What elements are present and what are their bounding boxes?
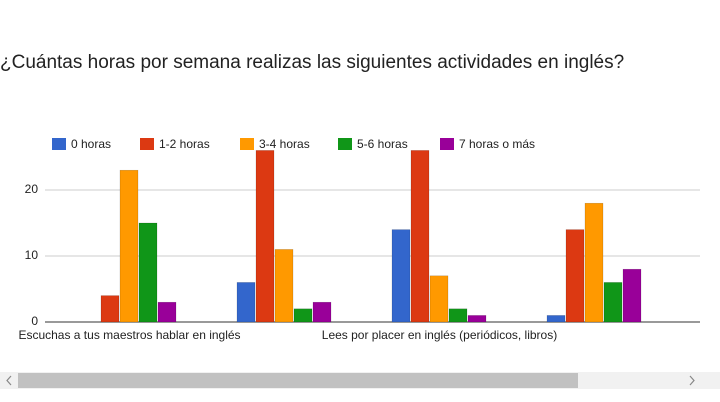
bar bbox=[391, 229, 411, 323]
legend-label: 7 horas o más bbox=[459, 137, 535, 151]
scroll-thumb[interactable] bbox=[18, 373, 578, 388]
legend-swatch bbox=[338, 138, 352, 150]
bar bbox=[293, 308, 313, 323]
bar bbox=[236, 282, 256, 323]
bar bbox=[467, 315, 487, 323]
bar bbox=[448, 308, 468, 323]
legend-swatch bbox=[52, 138, 66, 150]
bar bbox=[565, 229, 585, 323]
legend-label: 1-2 horas bbox=[159, 137, 210, 151]
bar bbox=[119, 169, 139, 323]
scroll-left[interactable] bbox=[6, 375, 12, 386]
bar bbox=[546, 315, 566, 323]
legend-swatch bbox=[240, 138, 254, 150]
y-tick-label: 10 bbox=[25, 248, 39, 262]
bar bbox=[312, 301, 332, 323]
bar bbox=[603, 282, 623, 323]
y-tick-label: 20 bbox=[25, 182, 39, 196]
legend-label: 3-4 horas bbox=[259, 137, 310, 151]
scrollbar[interactable] bbox=[0, 372, 720, 389]
bar bbox=[274, 249, 294, 323]
bar bbox=[429, 275, 449, 323]
bar bbox=[138, 222, 158, 323]
legend-swatch bbox=[440, 138, 454, 150]
question-title: ¿Cuántas horas por semana realizas las s… bbox=[0, 52, 625, 73]
bar bbox=[255, 150, 275, 323]
bar bbox=[410, 150, 430, 323]
x-tick-label: Usas videojueg bbox=[708, 328, 720, 342]
legend-label: 5-6 horas bbox=[357, 137, 408, 151]
bar bbox=[622, 268, 642, 323]
x-tick-label: Lees por placer en inglés (periódicos, l… bbox=[322, 328, 557, 342]
bar bbox=[157, 301, 177, 323]
scroll-right[interactable] bbox=[689, 375, 695, 386]
y-tick-label: 0 bbox=[31, 314, 38, 328]
bar bbox=[584, 202, 604, 323]
plot-area: 0 10 20 0 horas 1-2 horas 3-4 horas 5-6 horas 7… bbox=[18, 137, 720, 342]
x-tick-label: Escuchas a tus maestros hablar en inglés bbox=[18, 328, 240, 342]
bar bbox=[100, 295, 120, 323]
legend-label: 0 horas bbox=[71, 137, 111, 151]
legend-swatch bbox=[140, 138, 154, 150]
